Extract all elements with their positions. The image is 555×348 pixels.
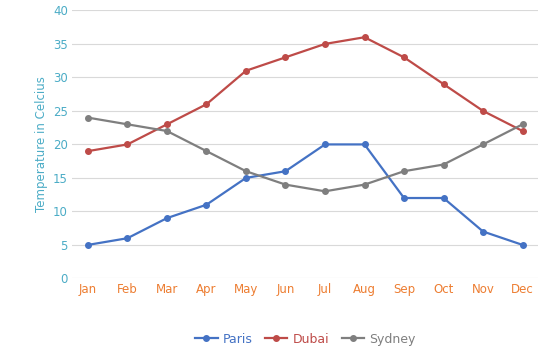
Paris bbox=[282, 169, 289, 173]
Sydney bbox=[164, 129, 170, 133]
Sydney bbox=[401, 169, 407, 173]
Sydney bbox=[361, 182, 368, 187]
Dubai bbox=[440, 82, 447, 86]
Sydney bbox=[519, 122, 526, 126]
Dubai bbox=[401, 55, 407, 60]
Sydney bbox=[282, 182, 289, 187]
Dubai bbox=[519, 129, 526, 133]
Sydney bbox=[203, 149, 210, 153]
Paris bbox=[203, 203, 210, 207]
Dubai bbox=[164, 122, 170, 126]
Sydney bbox=[84, 116, 91, 120]
Paris bbox=[164, 216, 170, 220]
Paris bbox=[84, 243, 91, 247]
Paris bbox=[124, 236, 131, 240]
Dubai bbox=[480, 109, 486, 113]
Dubai bbox=[282, 55, 289, 60]
Dubai bbox=[84, 149, 91, 153]
Paris bbox=[361, 142, 368, 147]
Paris bbox=[519, 243, 526, 247]
Paris bbox=[401, 196, 407, 200]
Sydney bbox=[243, 169, 249, 173]
Sydney bbox=[440, 163, 447, 167]
Dubai bbox=[243, 69, 249, 73]
Line: Sydney: Sydney bbox=[85, 115, 526, 194]
Dubai bbox=[322, 42, 329, 46]
Sydney bbox=[124, 122, 131, 126]
Line: Paris: Paris bbox=[85, 142, 526, 248]
Legend: Paris, Dubai, Sydney: Paris, Dubai, Sydney bbox=[190, 327, 421, 348]
Line: Dubai: Dubai bbox=[85, 34, 526, 154]
Paris bbox=[480, 229, 486, 234]
Sydney bbox=[322, 189, 329, 193]
Paris bbox=[322, 142, 329, 147]
Dubai bbox=[124, 142, 131, 147]
Sydney bbox=[480, 142, 486, 147]
Paris bbox=[243, 176, 249, 180]
Y-axis label: Temperature in Celcius: Temperature in Celcius bbox=[34, 77, 48, 212]
Paris bbox=[440, 196, 447, 200]
Dubai bbox=[203, 102, 210, 106]
Dubai bbox=[361, 35, 368, 39]
